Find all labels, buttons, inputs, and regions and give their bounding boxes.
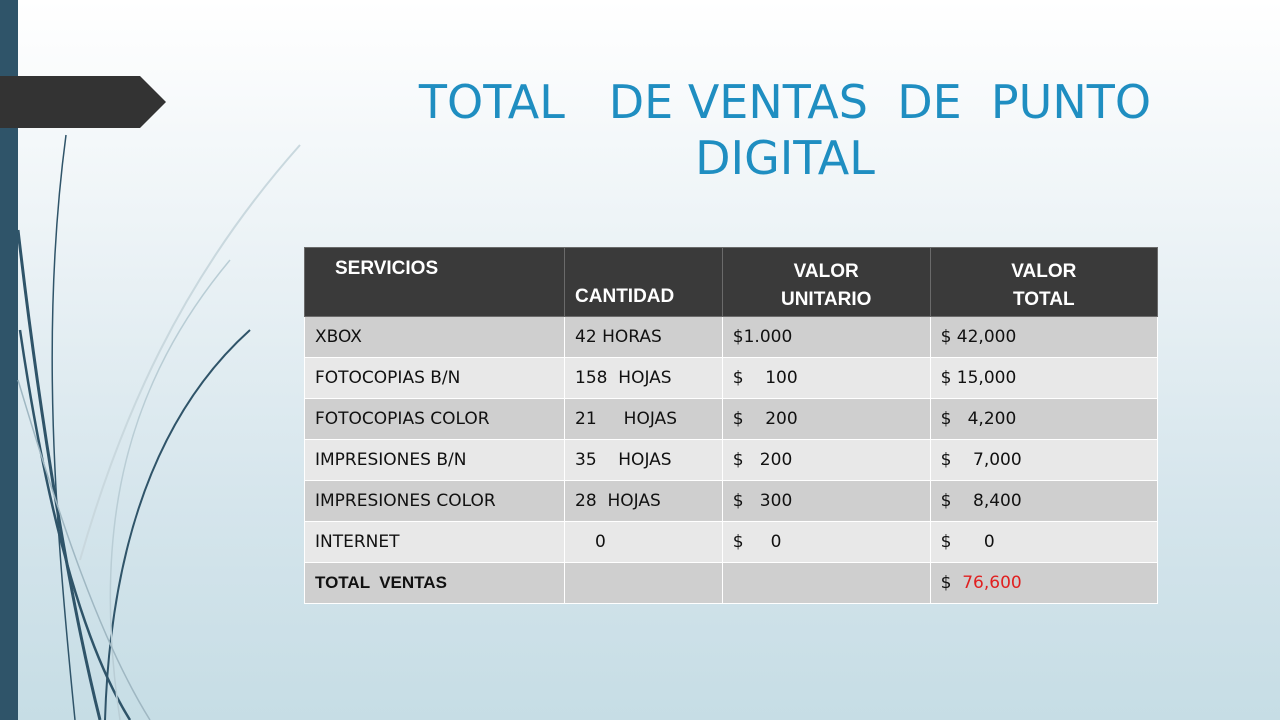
header-valor-unitario: VALOR UNITARIO [721,247,931,317]
cell-valor-total: $ 15,000 [929,357,1159,399]
header-servicios: SERVICIOS [303,247,566,317]
cell-valor-total: $ 0 [929,521,1159,563]
cell-cantidad: 21 HOJAS [564,398,723,440]
table-row: INTERNET 0 $ 0 $ 0 [303,521,1159,563]
total-amount: 76,600 [962,573,1022,593]
cell-valor-unitario: $ 100 [721,357,931,399]
cell-valor-total: $ 42,000 [929,316,1159,358]
cell-valor-unitario: $1.000 [721,316,931,358]
table-row: FOTOCOPIAS COLOR 21 HOJAS $ 200 $ 4,200 [303,398,1159,440]
sales-table: SERVICIOS CANTIDAD VALOR UNITARIO VALOR TO… [303,247,1159,604]
table-row: IMPRESIONES COLOR 28 HOJAS $ 300 $ 8,400 [303,480,1159,522]
cell-cantidad: 0 [564,521,723,563]
cell-valor-total: $ 7,000 [929,439,1159,481]
table-row: XBOX 42 HORAS $1.000 $ 42,000 [303,316,1159,358]
cell-empty [564,562,723,604]
total-ventas-label: TOTAL VENTAS [303,562,566,604]
cell-cantidad: 28 HOJAS [564,480,723,522]
page-title: TOTAL DE VENTAS DE PUNTO DIGITAL [360,74,1210,186]
header-valor-total: VALOR TOTAL [929,247,1159,317]
total-row: TOTAL VENTAS $ 76,600 [303,562,1159,604]
cell-valor-total: $ 4,200 [929,398,1159,440]
cell-cantidad: 158 HOJAS [564,357,723,399]
header-cantidad: CANTIDAD [564,247,723,317]
table-row: FOTOCOPIAS B/N 158 HOJAS $ 100 $ 15,000 [303,357,1159,399]
cell-cantidad: 35 HOJAS [564,439,723,481]
cell-servicio: FOTOCOPIAS COLOR [303,398,566,440]
table-row: IMPRESIONES B/N 35 HOJAS $ 200 $ 7,000 [303,439,1159,481]
title-line-1: TOTAL DE VENTAS DE PUNTO [418,75,1152,129]
cell-valor-unitario: $ 200 [721,439,931,481]
cell-valor-total: $ 8,400 [929,480,1159,522]
cell-cantidad: 42 HORAS [564,316,723,358]
cell-empty [721,562,931,604]
total-ventas-value: $ 76,600 [929,562,1159,604]
table-header-row: SERVICIOS CANTIDAD VALOR UNITARIO VALOR TO… [303,247,1159,317]
cell-valor-unitario: $ 300 [721,480,931,522]
left-accent-bar [0,0,18,720]
cell-servicio: IMPRESIONES B/N [303,439,566,481]
cell-servicio: INTERNET [303,521,566,563]
cell-servicio: XBOX [303,316,566,358]
cell-servicio: FOTOCOPIAS B/N [303,357,566,399]
arrow-tab-decoration [0,76,166,128]
total-currency: $ [940,573,952,593]
cell-valor-unitario: $ 0 [721,521,931,563]
title-line-2: DIGITAL [695,131,875,185]
cell-servicio: IMPRESIONES COLOR [303,480,566,522]
cell-valor-unitario: $ 200 [721,398,931,440]
